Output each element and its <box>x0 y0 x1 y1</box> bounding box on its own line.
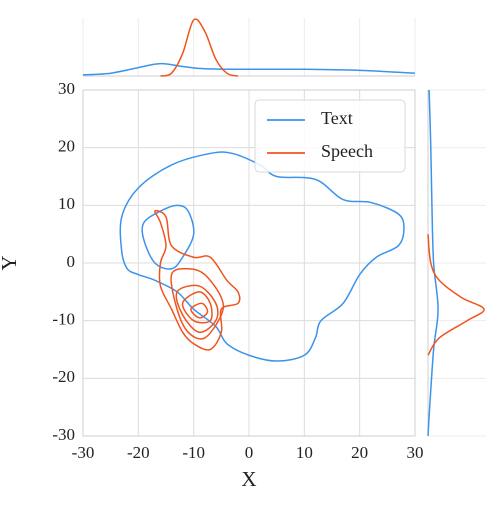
x-tick-label: 10 <box>296 443 313 462</box>
x-tick-label: 0 <box>245 443 254 462</box>
y-tick-label: 20 <box>58 137 75 156</box>
contour <box>141 204 195 270</box>
contour <box>175 284 219 333</box>
x-tick-label: 20 <box>351 443 368 462</box>
marginal-density <box>82 62 416 76</box>
x-tick-label: -10 <box>182 443 205 462</box>
y-tick-label: -20 <box>52 367 75 386</box>
marginal-density <box>160 18 239 77</box>
y-tick-label: 30 <box>58 79 75 98</box>
marginal-density <box>427 89 439 437</box>
x-tick-label: -20 <box>127 443 150 462</box>
y-tick-label: -30 <box>52 425 75 444</box>
contour <box>190 302 209 319</box>
x-tick-label: -30 <box>72 443 95 462</box>
y-tick-label: -10 <box>52 310 75 329</box>
contour <box>154 210 241 351</box>
marginal-density <box>427 234 485 356</box>
legend-label: Speech <box>321 141 373 161</box>
y-tick-label: 10 <box>58 194 75 213</box>
legend-box <box>254 99 406 173</box>
y-tick-label: 0 <box>67 252 76 271</box>
plot-frame <box>82 89 416 437</box>
contour <box>181 291 213 324</box>
legend-label: Text <box>321 108 353 128</box>
contour <box>170 267 225 340</box>
y-axis-label: Y <box>0 255 21 270</box>
x-axis-label: X <box>241 467 256 491</box>
x-tick-label: 30 <box>407 443 424 462</box>
